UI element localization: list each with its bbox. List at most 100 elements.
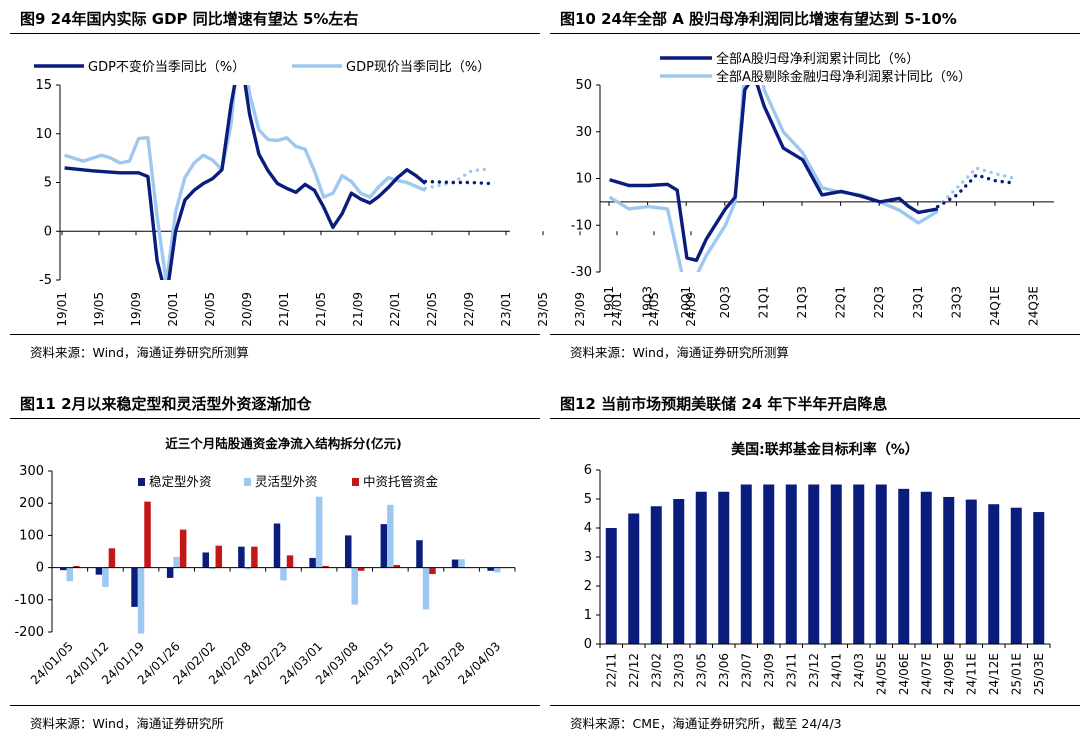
x-tick-label: 24/01 xyxy=(610,292,624,327)
bar xyxy=(209,567,216,570)
series-line-primary xyxy=(64,85,427,280)
bar xyxy=(244,567,252,570)
source-text: 资料来源：Wind，海通证券研究所测算 xyxy=(570,345,789,360)
legend-label: 中资托管资金 xyxy=(363,474,439,489)
x-tick-label: 21/01 xyxy=(277,292,291,327)
bar xyxy=(1010,507,1022,644)
legend-label: GDP不变价当季同比（%） xyxy=(88,59,245,75)
legend-label: 稳定型外资 xyxy=(149,474,212,489)
x-tick-label: 23Q1 xyxy=(911,286,925,318)
bar xyxy=(102,567,109,587)
y-tick-label: 0 xyxy=(584,637,592,652)
x-tick-label: 19/09 xyxy=(129,292,143,327)
bar xyxy=(315,496,323,568)
x-tick-label: 22/12 xyxy=(627,653,641,688)
y-tick-label: 2 xyxy=(584,579,592,594)
y-tick-label: -10 xyxy=(571,218,592,233)
series-line-secondary xyxy=(608,85,939,272)
x-tick-label: 23/05 xyxy=(536,292,550,327)
bar xyxy=(173,556,180,568)
x-tick-label: 24/05 xyxy=(647,292,661,327)
legend-label: 全部A股归母净利润累计同比（%） xyxy=(716,51,919,67)
y-tick-label: 1 xyxy=(584,608,592,623)
bar xyxy=(695,491,707,644)
profit-line-chart: -30 -10 10 30 50 19Q1 19Q3 20Q1 20Q3 21Q1 21Q3 22Q1… xyxy=(571,51,1054,326)
fed-rate-bar-chart: 美国:联邦基金目标利率（%） 0 1 2 3 4 5 6 22/11 22/12 23/02 23/0… xyxy=(584,441,1051,695)
y-tick-label: -200 xyxy=(14,625,44,640)
panel-source: 资料来源：Wind，海通证券研究所测算 xyxy=(10,334,540,364)
x-tick-label: 19/01 xyxy=(55,292,69,327)
panel-title: 图9 24年国内实际 GDP 同比增速有望达 5%左右 xyxy=(10,0,540,34)
bar xyxy=(309,557,316,568)
bar xyxy=(1033,512,1045,644)
bar xyxy=(393,565,401,568)
source-text: 资料来源：Wind，海通证券研究所测算 xyxy=(30,345,249,360)
bar xyxy=(344,535,352,568)
panel-title: 图10 24年全部 A 股归母净利润同比增速有望达到 5-10% xyxy=(550,0,1080,34)
bar xyxy=(380,524,388,568)
y-tick-label: 0 xyxy=(36,561,44,576)
legend-swatch xyxy=(138,478,145,486)
bar xyxy=(628,513,640,644)
series-line-primary xyxy=(609,85,939,262)
bar xyxy=(965,499,977,644)
panel-title: 图11 2月以来稳定型和灵活型外资逐渐加仓 xyxy=(10,385,540,419)
x-tick-label: 20/09 xyxy=(240,292,254,327)
x-tick-label: 21Q3 xyxy=(795,286,809,318)
series-line-secondary xyxy=(64,85,427,280)
panel-title-text: 图9 24年国内实际 GDP 同比增速有望达 5%左右 xyxy=(20,10,359,28)
x-tick-label: 24/03 xyxy=(852,653,866,688)
x-tick-label: 23/03 xyxy=(672,653,686,688)
x-tick-label: 23Q3 xyxy=(949,286,963,318)
bar xyxy=(273,523,281,568)
panel-title-text: 图12 当前市场预期美联储 24 年下半年开启降息 xyxy=(560,395,888,413)
x-tick-label: 24/09 xyxy=(684,292,698,327)
x-tick-label: 20Q3 xyxy=(718,286,732,318)
panel-title-text: 图10 24年全部 A 股归母净利润同比增速有望达到 5-10% xyxy=(560,10,957,28)
source-text: 资料来源：Wind，海通证券研究所 xyxy=(30,716,224,731)
bar xyxy=(875,484,887,644)
x-tick-label: 21/05 xyxy=(314,292,328,327)
x-tick-label: 24/07E xyxy=(919,653,933,695)
bar xyxy=(179,529,187,568)
chart-title: 近三个月陆股通资金净流入结构拆分(亿元) xyxy=(165,436,401,451)
bar xyxy=(251,546,258,568)
x-tick-label: 23/05 xyxy=(694,653,708,688)
y-tick-label: 5 xyxy=(584,492,592,507)
bar xyxy=(60,567,67,571)
panel-foreign-capital: 图11 2月以来稳定型和灵活型外资逐渐加仓 近三个月陆股通资金净流入结构拆分(亿… xyxy=(10,385,540,755)
x-tick-label: 21/09 xyxy=(351,292,365,327)
y-tick-label: 10 xyxy=(575,172,592,187)
panel-profit: 图10 24年全部 A 股归母净利润同比增速有望达到 5-10% -30 -10 1… xyxy=(550,0,1080,370)
series-forecast-dots xyxy=(423,167,492,190)
panel-gdp: 图9 24年国内实际 GDP 同比增速有望达 5%左右 -5 0 5 10 15 19/0… xyxy=(10,0,698,370)
panel-title-text: 图11 2月以来稳定型和灵活型外资逐渐加仓 xyxy=(20,395,312,413)
bar xyxy=(898,488,910,644)
series-forecast-dots xyxy=(423,179,492,186)
x-tick-label: 20Q1 xyxy=(679,286,693,318)
x-tick-label: 24/01 xyxy=(829,653,843,688)
x-tick-label: 22/05 xyxy=(425,292,439,327)
panel-source: 资料来源：Wind，海通证券研究所 xyxy=(10,705,540,735)
y-tick-label: 6 xyxy=(584,463,592,478)
legend-label: 全部A股剔除金融归母净利润累计同比（%） xyxy=(716,69,971,85)
bar xyxy=(137,567,145,634)
bar xyxy=(458,559,465,568)
x-tick-label: 21Q1 xyxy=(756,286,770,318)
bar xyxy=(66,567,74,582)
x-tick-label: 24Q3E xyxy=(1027,286,1041,326)
bar xyxy=(650,506,662,644)
bar xyxy=(718,491,730,644)
bar xyxy=(422,567,430,610)
x-tick-label: 22/09 xyxy=(462,292,476,327)
x-tick-label: 25/03E xyxy=(1032,653,1046,695)
series-forecast-dots xyxy=(936,173,1017,209)
bar xyxy=(920,491,932,644)
y-tick-label: -100 xyxy=(14,593,44,608)
x-tick-label: 19Q1 xyxy=(602,286,616,318)
bar xyxy=(605,528,617,644)
bar xyxy=(387,504,394,568)
y-tick-label: 3 xyxy=(584,550,592,565)
panel-title: 图12 当前市场预期美联储 24 年下半年开启降息 xyxy=(550,385,1080,419)
bar xyxy=(853,484,865,644)
